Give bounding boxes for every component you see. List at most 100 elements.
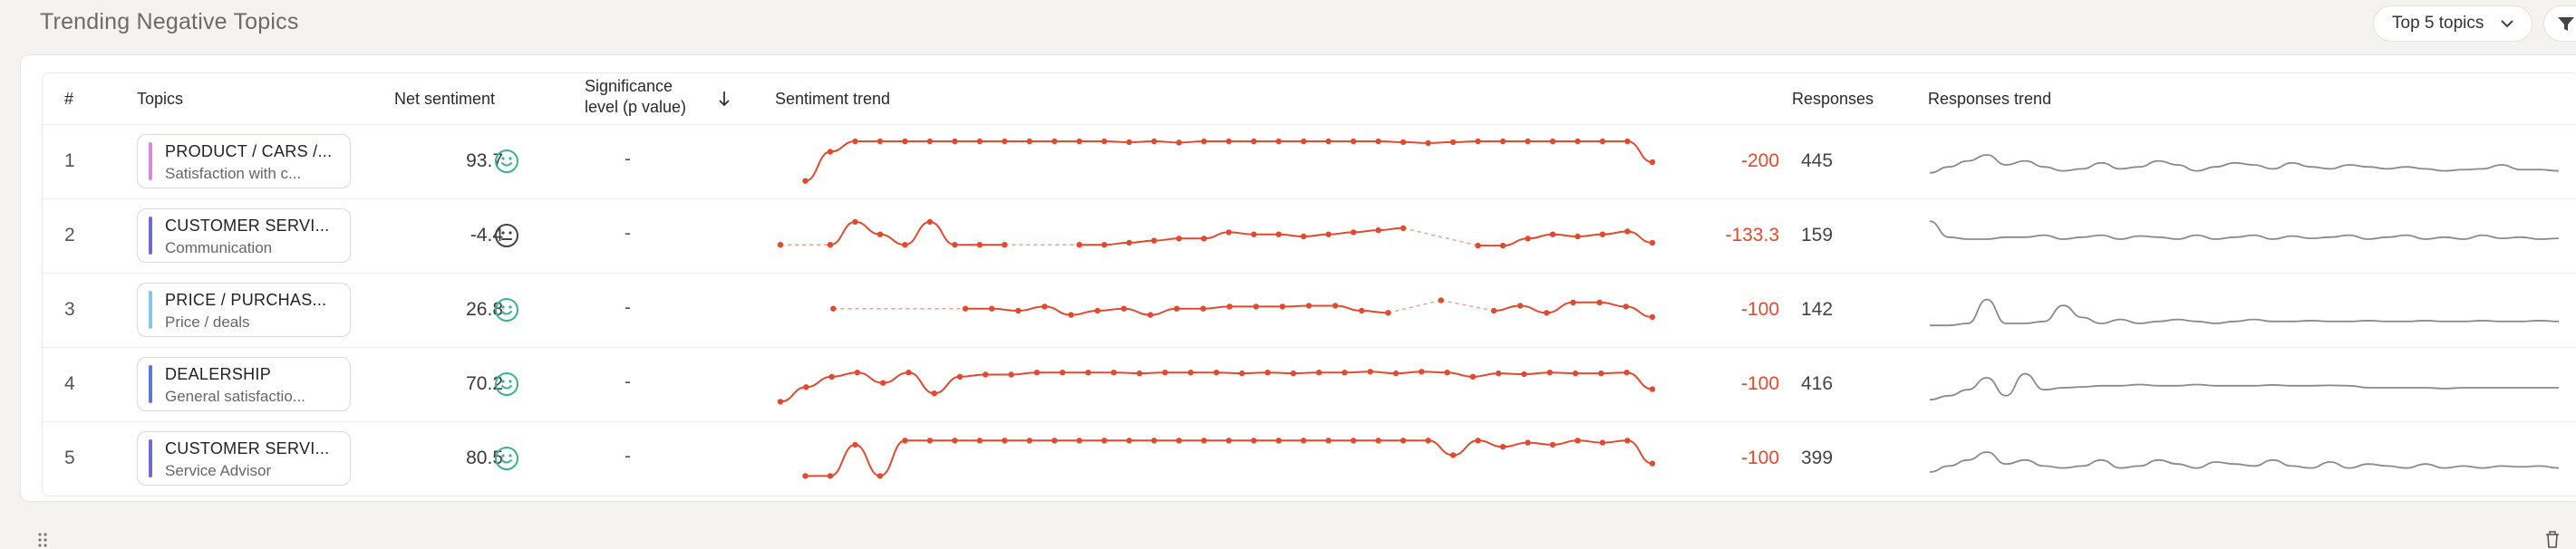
trend-point[interactable] — [1438, 297, 1444, 303]
trend-point[interactable] — [1136, 370, 1143, 377]
trend-point[interactable] — [1444, 370, 1450, 376]
topic-chip[interactable]: CUSTOMER SERVI... Service Advisor — [137, 431, 351, 486]
trend-point[interactable] — [1325, 438, 1332, 444]
trend-point[interactable] — [1301, 438, 1307, 444]
table-row[interactable]: 2 CUSTOMER SERVI... Communication -4.4 - -133… — [43, 198, 2576, 273]
trend-point[interactable] — [1162, 370, 1168, 376]
trend-point[interactable] — [828, 373, 835, 380]
trend-point[interactable] — [1033, 370, 1041, 376]
trend-point[interactable] — [1325, 138, 1332, 145]
trend-point[interactable] — [1574, 438, 1581, 444]
trend-point[interactable] — [983, 371, 989, 378]
trend-point[interactable] — [1525, 138, 1531, 145]
trend-point[interactable] — [926, 438, 934, 444]
trend-point[interactable] — [1147, 312, 1154, 318]
trend-point[interactable] — [1126, 139, 1132, 146]
trend-point[interactable] — [1101, 242, 1108, 248]
trend-point[interactable] — [876, 473, 884, 479]
trend-point[interactable] — [1350, 138, 1357, 145]
trend-point[interactable] — [1599, 231, 1606, 237]
col-header-responses[interactable]: Responses — [1792, 90, 1874, 108]
trend-point[interactable] — [976, 438, 983, 444]
trend-point[interactable] — [802, 473, 809, 479]
table-row[interactable]: 4 DEALERSHIP General satisfactio... 70.2 - -1… — [43, 347, 2576, 421]
trend-point[interactable] — [1151, 138, 1157, 145]
trend-point[interactable] — [827, 473, 834, 479]
trend-point[interactable] — [1174, 305, 1180, 312]
trend-point[interactable] — [1290, 370, 1297, 377]
trend-point[interactable] — [777, 399, 784, 405]
trend-point[interactable] — [1499, 138, 1506, 145]
trend-point[interactable] — [1624, 438, 1631, 444]
trend-point[interactable] — [1392, 370, 1399, 377]
trend-point[interactable] — [926, 138, 934, 145]
sort-down-arrow-icon[interactable] — [718, 90, 731, 108]
trend-point[interactable] — [976, 242, 983, 248]
trend-point[interactable] — [1253, 303, 1259, 310]
trend-point[interactable] — [1094, 307, 1101, 314]
trend-point[interactable] — [1549, 138, 1556, 145]
trend-point[interactable] — [1475, 138, 1481, 145]
trend-point[interactable] — [1051, 138, 1058, 145]
trend-point[interactable] — [1570, 299, 1576, 305]
trend-point[interactable] — [1126, 438, 1132, 444]
trend-point[interactable] — [876, 231, 884, 237]
topic-chip[interactable]: CUSTOMER SERVI... Communication — [137, 208, 351, 263]
trend-point[interactable] — [1279, 303, 1286, 310]
trend-point[interactable] — [1385, 310, 1391, 316]
trend-point[interactable] — [1041, 303, 1048, 310]
trend-point[interactable] — [1549, 441, 1556, 448]
trend-point[interactable] — [1449, 139, 1457, 146]
trend-point[interactable] — [1225, 438, 1232, 444]
trend-point[interactable] — [852, 138, 858, 145]
trend-point[interactable] — [876, 138, 884, 145]
trend-point[interactable] — [1275, 138, 1282, 145]
trend-point[interactable] — [1101, 138, 1108, 145]
trend-point[interactable] — [1251, 231, 1257, 237]
table-row[interactable]: 5 CUSTOMER SERVI... Service Advisor 80.5 - -1… — [43, 421, 2576, 496]
trend-point[interactable] — [854, 370, 861, 376]
trend-point[interactable] — [1176, 438, 1182, 444]
trend-point[interactable] — [1251, 138, 1257, 145]
trend-point[interactable] — [1525, 236, 1531, 242]
trend-point[interactable] — [1367, 369, 1373, 375]
trend-point[interactable] — [1499, 444, 1506, 450]
trend-point[interactable] — [1649, 313, 1656, 321]
trend-point[interactable] — [1060, 370, 1066, 376]
trend-point[interactable] — [1002, 242, 1008, 248]
trend-point[interactable] — [1251, 438, 1257, 444]
trend-point[interactable] — [1076, 242, 1083, 248]
trend-point[interactable] — [1622, 303, 1630, 310]
trend-point[interactable] — [1332, 303, 1339, 309]
trend-point[interactable] — [1375, 226, 1381, 234]
trend-point[interactable] — [1350, 438, 1357, 444]
trend-point[interactable] — [952, 138, 958, 145]
trend-point[interactable] — [1517, 303, 1524, 309]
trend-point[interactable] — [1475, 242, 1481, 249]
trend-point[interactable] — [1201, 138, 1207, 145]
trend-point[interactable] — [1026, 138, 1033, 145]
trend-point[interactable] — [1275, 438, 1282, 444]
trend-point[interactable] — [962, 305, 969, 312]
trend-point[interactable] — [1419, 369, 1425, 375]
table-row[interactable]: 1 PRODUCT / CARS /... Satisfaction with c.… — [43, 124, 2576, 198]
trend-point[interactable] — [830, 305, 837, 312]
trend-point[interactable] — [1002, 438, 1008, 444]
trend-point[interactable] — [1275, 231, 1282, 237]
trend-point[interactable] — [1305, 303, 1312, 309]
trend-point[interactable] — [1496, 370, 1502, 377]
trend-point[interactable] — [803, 384, 809, 390]
trend-point[interactable] — [1596, 299, 1603, 305]
trend-point[interactable] — [905, 370, 912, 376]
trend-point[interactable] — [952, 438, 958, 444]
trend-point[interactable] — [989, 305, 995, 312]
col-header-significance[interactable]: Significance level (p value) — [585, 77, 686, 117]
trend-point[interactable] — [1546, 370, 1554, 376]
trend-point[interactable] — [1225, 229, 1232, 236]
trend-point[interactable] — [1068, 312, 1074, 318]
trend-point[interactable] — [1649, 460, 1656, 467]
trend-point[interactable] — [1264, 370, 1271, 376]
trend-point[interactable] — [1239, 370, 1245, 377]
trend-point[interactable] — [1341, 370, 1348, 376]
trend-point[interactable] — [1325, 231, 1332, 237]
